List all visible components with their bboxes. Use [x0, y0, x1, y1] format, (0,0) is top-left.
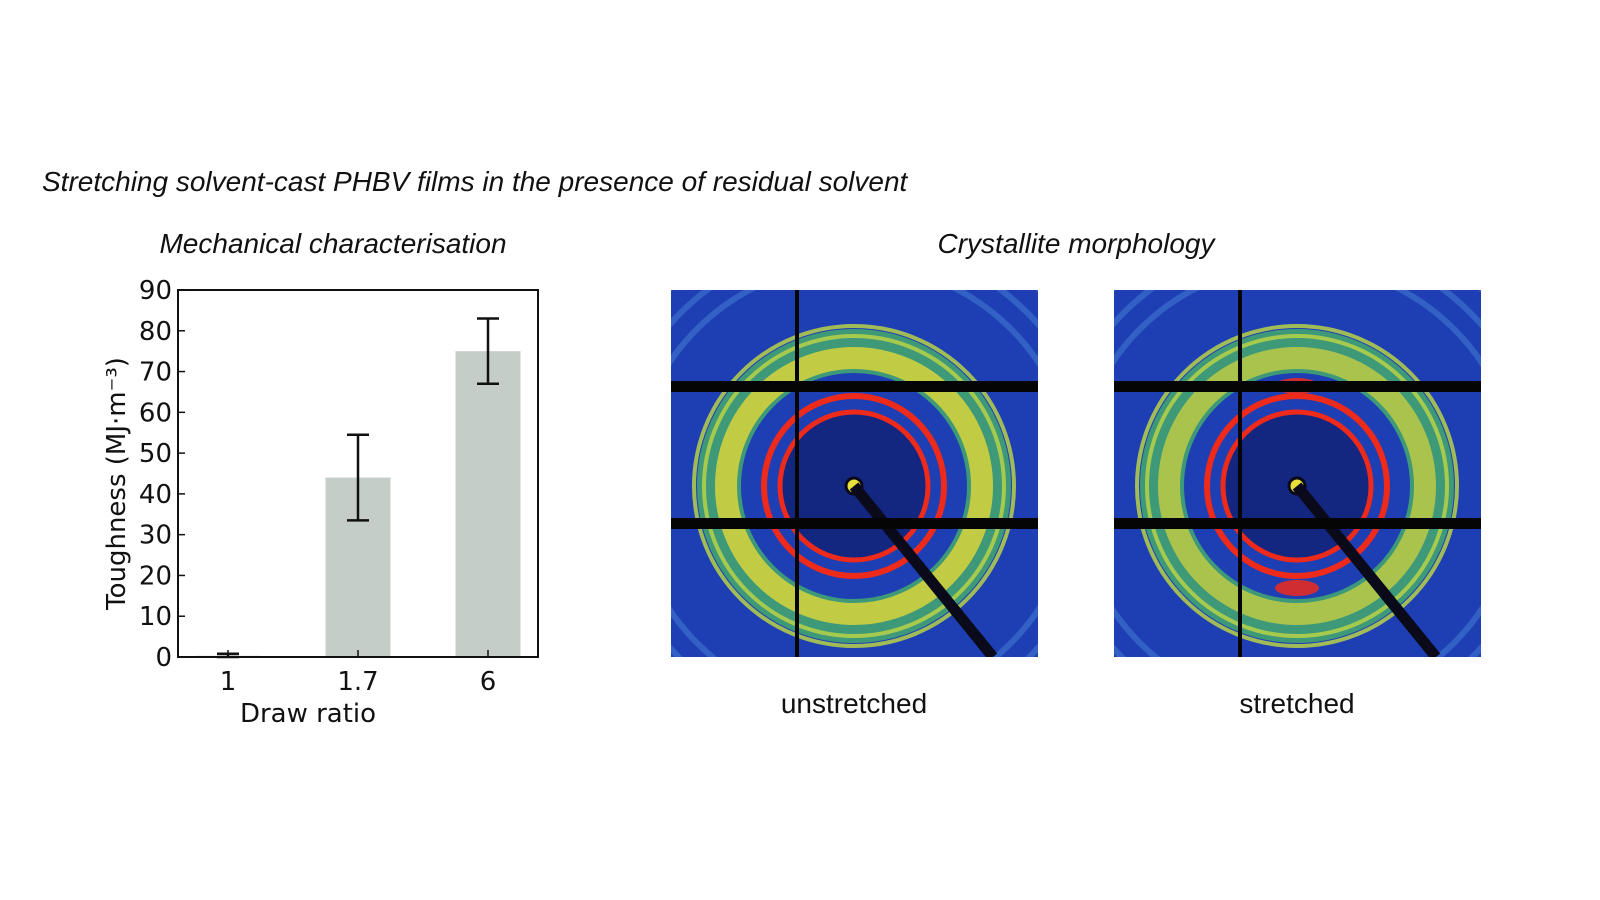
detector-gap-horizontal-top	[1114, 381, 1481, 392]
xrd-thin-ring	[702, 334, 1006, 638]
xrd-orientation-arc-bottom	[1275, 580, 1319, 596]
xrd-thin-ring	[1135, 324, 1459, 648]
detector-gap-vertical	[795, 290, 799, 657]
xrd-red-ring-outer	[761, 393, 947, 579]
y-tick-label-20: 20	[139, 561, 172, 591]
xrd-pattern-stretched	[1114, 290, 1481, 657]
xrd-diffuse-band-core	[715, 347, 993, 625]
xrd-diffuse-band-core	[1158, 347, 1436, 625]
caption-unstretched: unstretched	[780, 688, 928, 719]
y-tick-label-50: 50	[139, 439, 172, 469]
xrd-image-stretched	[1114, 290, 1481, 657]
x-tick-label-6: 6	[480, 667, 497, 697]
y-tick-label-80: 80	[139, 317, 172, 347]
detector-gap-vertical	[1238, 290, 1242, 657]
y-tick-label-90: 90	[139, 276, 172, 306]
xrd-pattern-unstretched	[671, 290, 1038, 657]
y-tick-label-60: 60	[139, 398, 172, 428]
x-tick-label-1.7: 1.7	[337, 667, 378, 697]
error-bar-6	[477, 317, 499, 386]
xrd-red-ring-inner	[1220, 409, 1374, 563]
toughness-bar-chart: 0 10 20 30 40 50 60 70 80 90 1 1.7 6 Draw ratio Toughn…	[102, 276, 539, 729]
detector-gap-horizontal-top	[671, 381, 1038, 392]
y-tick-label-70: 70	[139, 358, 172, 388]
detector-gap-horizontal-bottom	[671, 518, 1038, 529]
crystallite-panel-title: Crystallite morphology	[937, 228, 1215, 259]
error-bar-1.7	[347, 433, 369, 522]
x-tick-label-1: 1	[220, 667, 237, 697]
mechanical-panel-title: Mechanical characterisation	[159, 228, 507, 259]
y-tick-label-30: 30	[139, 521, 172, 551]
detector-gap-horizontal-bottom	[1114, 518, 1481, 529]
y-tick-label-40: 40	[139, 480, 172, 510]
y-tick-label-10: 10	[139, 602, 172, 632]
x-axis-label: Draw ratio	[240, 699, 376, 729]
xrd-red-ring-outer	[1204, 393, 1390, 579]
y-tick-label-0: 0	[155, 643, 172, 673]
y-axis-label: Toughness (MJ·m⁻³)	[102, 357, 132, 611]
xrd-thin-ring	[692, 324, 1016, 648]
xrd-thin-ring	[1145, 334, 1449, 638]
xrd-beamstop-arm	[1292, 482, 1441, 657]
caption-stretched: stretched	[1239, 688, 1355, 719]
xrd-beamstop-arm	[849, 482, 998, 657]
figure-title: Stretching solvent-cast PHBV films in th…	[42, 166, 908, 197]
xrd-image-unstretched	[671, 290, 1038, 657]
bar-6	[455, 351, 521, 657]
xrd-red-ring-inner	[777, 409, 931, 563]
